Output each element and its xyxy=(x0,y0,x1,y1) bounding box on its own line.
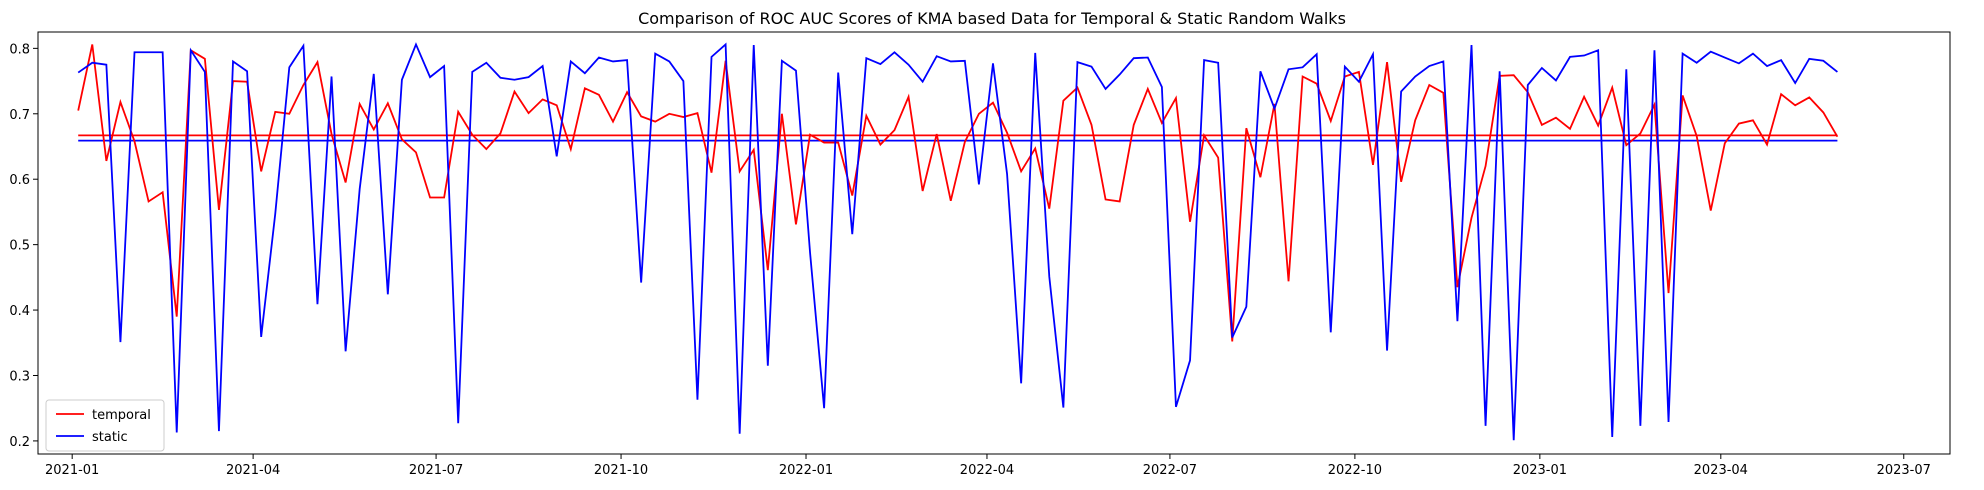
axes-frame xyxy=(37,31,1951,455)
x-tick-label: 2021-01 xyxy=(45,463,99,478)
legend-box xyxy=(45,399,165,452)
legend-label-static: static xyxy=(92,430,128,445)
x-tick-label: 2022-04 xyxy=(960,463,1014,478)
x-tick-label: 2022-01 xyxy=(779,463,833,478)
series-line-temporal xyxy=(77,44,1839,342)
y-tick-label: 0.7 xyxy=(9,108,30,123)
y-tick-label: 0.4 xyxy=(9,304,30,319)
y-tick-label: 0.6 xyxy=(9,173,30,188)
x-tick-label: 2022-10 xyxy=(1328,463,1382,478)
x-tick-label: 2021-10 xyxy=(594,463,648,478)
x-tick-label: 2023-04 xyxy=(1694,463,1748,478)
chart-title: Comparison of ROC AUC Scores of KMA base… xyxy=(638,9,1346,28)
x-tick-label: 2021-07 xyxy=(409,463,463,478)
series-line-static xyxy=(77,42,1838,441)
x-tick-label: 2021-04 xyxy=(226,463,280,478)
plot-area xyxy=(77,42,1839,441)
legend: temporal static xyxy=(45,399,165,452)
y-tick-label: 0.5 xyxy=(9,239,30,254)
y-tick-label: 0.2 xyxy=(9,435,30,450)
y-tick-label: 0.3 xyxy=(9,369,30,384)
legend-label-temporal: temporal xyxy=(92,408,151,423)
y-tick-label: 0.8 xyxy=(9,42,30,57)
x-tick-label: 2023-07 xyxy=(1877,463,1931,478)
x-tick-label: 2023-01 xyxy=(1513,463,1567,478)
x-tick-label: 2022-07 xyxy=(1143,463,1197,478)
axes: 2021-01 2021-04 2021-07 2021-10 2022-01 2022-… xyxy=(9,31,1951,478)
